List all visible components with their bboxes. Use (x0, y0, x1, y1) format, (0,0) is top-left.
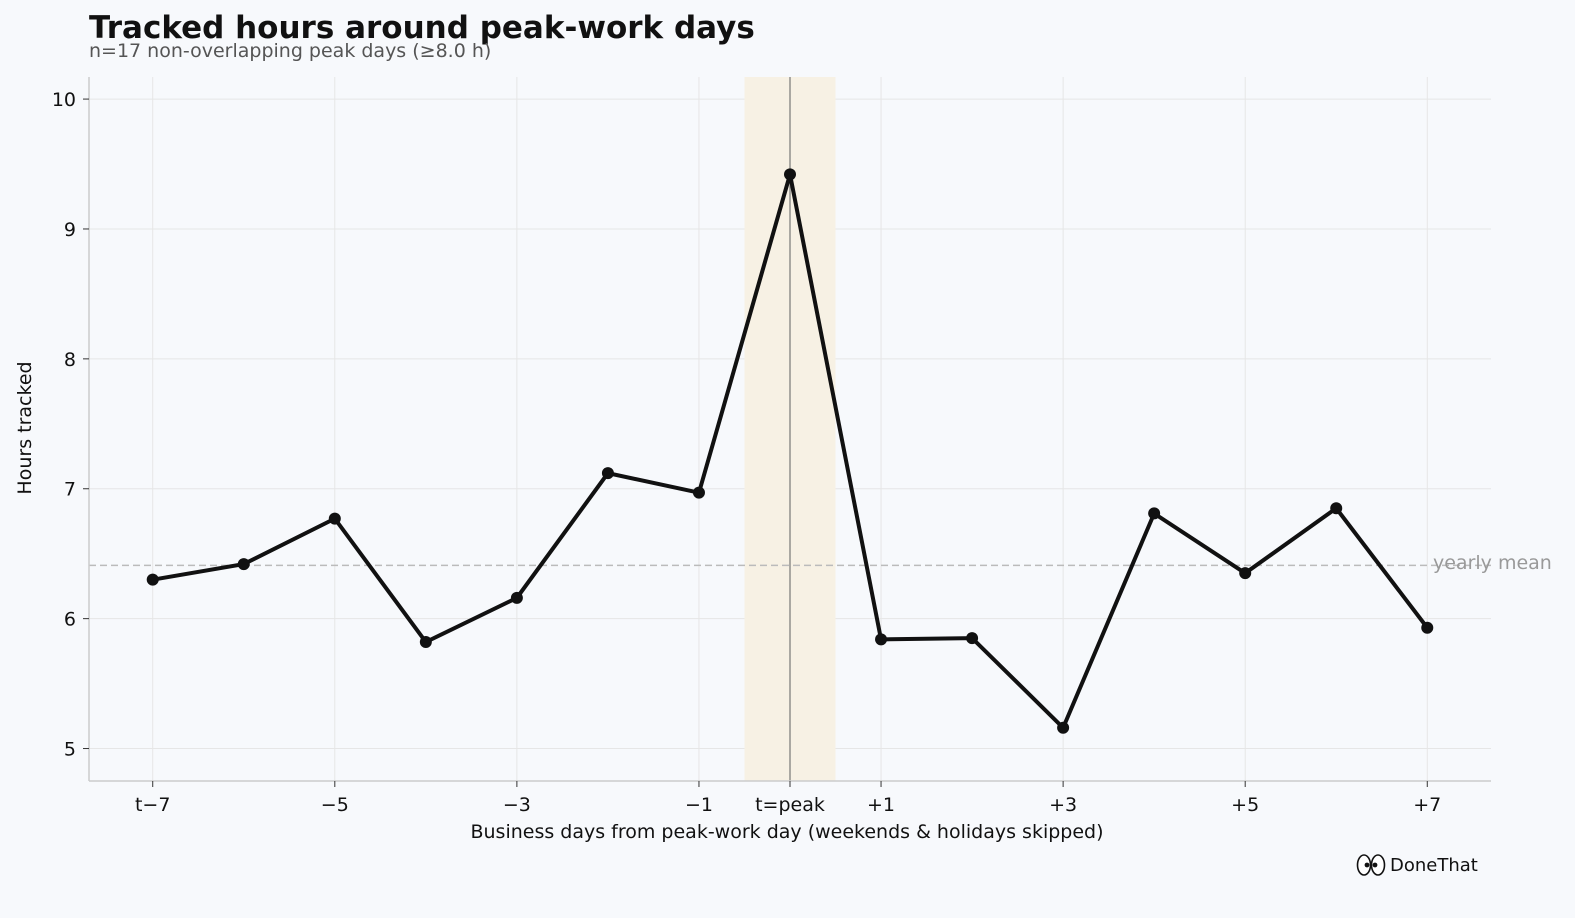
x-tick-label: −3 (503, 794, 531, 816)
data-point (966, 632, 979, 645)
x-tick-label: −1 (685, 794, 713, 816)
y-tick-label: 8 (64, 349, 76, 371)
y-tick-label: 6 (64, 609, 76, 631)
brand-name: DoneThat (1390, 854, 1478, 876)
data-point (1239, 567, 1252, 580)
x-tick-label: +1 (867, 794, 895, 816)
y-tick-label: 5 (64, 739, 76, 761)
x-tick-label: +3 (1049, 794, 1077, 816)
series-hours (146, 168, 1434, 734)
data-point (328, 512, 341, 525)
axis-labels: Business days from peak-work day (weeken… (14, 361, 1552, 843)
x-tick-label: +5 (1231, 794, 1259, 816)
data-point (237, 558, 250, 571)
data-point (146, 573, 159, 586)
data-point (875, 633, 888, 646)
data-point (784, 168, 796, 181)
x-tick-label: t=peak (755, 794, 825, 816)
chart-subtitle: n=17 non-overlapping peak days (≥8.0 h) (89, 40, 492, 62)
x-tick-label: t−7 (135, 794, 170, 816)
data-point (1148, 507, 1161, 520)
brand-logo: DoneThat (1356, 853, 1478, 877)
x-axis-label: Business days from peak-work day (weeken… (470, 821, 1103, 843)
data-point (1057, 721, 1070, 734)
data-point (419, 636, 432, 649)
data-point (1330, 502, 1343, 515)
data-point (1421, 621, 1434, 634)
y-tick-label: 9 (64, 219, 76, 241)
chart-title: Tracked hours around peak-work days (89, 10, 755, 46)
eyes-icon (1356, 854, 1386, 876)
yearly-mean-label: yearly mean (1433, 552, 1552, 574)
axes: 5 6 7 8 9 10 t−7 −5 −3 −1 t=peak +1 +3 +5 +7 (52, 77, 1491, 816)
x-tick-label: +7 (1413, 794, 1441, 816)
y-tick-label: 7 (64, 479, 76, 501)
data-point (601, 467, 614, 480)
x-tick-label: −5 (321, 794, 349, 816)
y-axis-label: Hours tracked (14, 361, 36, 494)
y-tick-label: 10 (52, 89, 76, 111)
data-point (692, 486, 705, 499)
data-point (510, 591, 523, 604)
peak-band (744, 77, 836, 781)
